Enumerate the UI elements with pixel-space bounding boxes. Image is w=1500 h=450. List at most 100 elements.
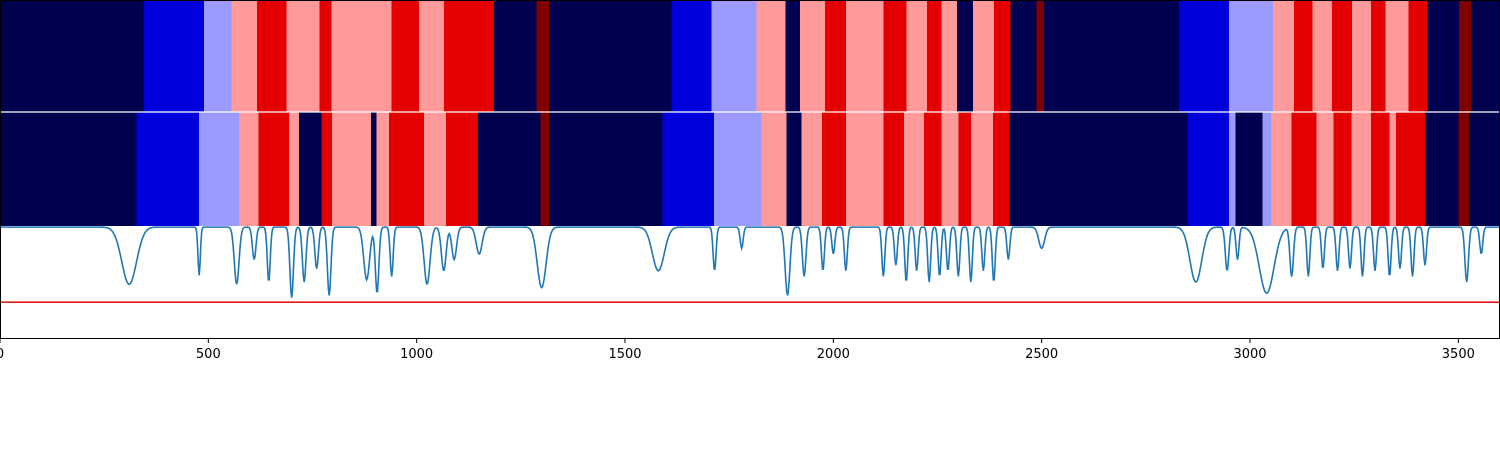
segmentation-track-bottom-segment-25 (904, 112, 925, 226)
segmentation-track-bottom-segment-38 (1316, 112, 1334, 226)
segmentation-track-bottom-segment-15 (540, 112, 550, 226)
segmentation-track-top-segment-30 (1043, 0, 1180, 112)
segmentation-track-bottom-segment-16 (548, 112, 663, 226)
segmentation-track-top-segment-2 (204, 0, 232, 112)
segmentation-track-top-segment-20 (845, 0, 884, 112)
segmentation-track-top-segment-34 (1293, 0, 1313, 112)
segmentation-track-bottom-segment-46 (1468, 112, 1500, 226)
segmentation-track-top-segment-32 (1229, 0, 1274, 112)
segmentation-track-top-segment-41 (1427, 0, 1460, 112)
segmentation-track-top-segment-40 (1408, 0, 1428, 112)
segmentation-track-top-segment-7 (331, 0, 393, 112)
x-tick-label-1000: 1000 (400, 347, 433, 362)
segmentation-track-top-segment-36 (1332, 0, 1353, 112)
segmentation-track-top-segment-16 (756, 0, 786, 112)
segmentation-track-bottom-segment-22 (822, 112, 847, 226)
x-axis: 0 500 1000 1500 2000 2500 3000 3500 (0, 338, 1475, 362)
x-tick-label-3000: 3000 (1233, 347, 1266, 362)
segmentation-track-top-segment-43 (1470, 0, 1500, 112)
segmentation-track-top-segment-31 (1179, 0, 1230, 112)
segmentation-track-bottom-segment-37 (1291, 112, 1318, 226)
segmentation-track-bottom-segment-5 (288, 112, 300, 226)
segmentation-track-top-segment-6 (319, 0, 332, 112)
segmentation-track-bottom-segment-45 (1458, 112, 1470, 226)
segmentation-track-top-segment-39 (1385, 0, 1409, 112)
segmentation-track-top-segment-24 (941, 0, 958, 112)
segmentation-track-top-segment-0 (0, 0, 145, 112)
segmentation-track-bottom-segment-28 (958, 112, 972, 226)
segmentation-track-bottom-segment-35 (1262, 112, 1272, 226)
segmentation-track-bottom-segment-2 (199, 112, 240, 226)
segmentation-track-top-segment-33 (1272, 0, 1295, 112)
signal-series-line (0, 226, 1500, 298)
segmentation-track-bottom-segment-10 (376, 112, 390, 226)
segmentation-track-bottom-segment-24 (883, 112, 905, 226)
segmentation-track-top-segment-29 (1036, 0, 1045, 112)
segmentation-track-bottom-segment-26 (923, 112, 943, 226)
segmentation-track-bottom-segment-30 (992, 112, 1010, 226)
segmentation-track-top-segment-37 (1352, 0, 1372, 112)
segmentation-track-bottom-segment-12 (423, 112, 447, 226)
segmentation-track-top-segment-3 (231, 0, 258, 112)
segmentation-track-bottom-segment-41 (1370, 112, 1390, 226)
segmentation-track-bottom-segment-11 (388, 112, 425, 226)
segmentation-track-top-segment-25 (957, 0, 974, 112)
segmentation-track-bottom-segment-9 (370, 112, 377, 226)
segmentation-track-bottom-segment-19 (761, 112, 787, 226)
x-tick-label-1500: 1500 (608, 347, 641, 362)
segmentation-track-top-segment-1 (143, 0, 205, 112)
segmentation-track-bottom-segment-29 (970, 112, 994, 226)
segmentation-track-top-segment-9 (418, 0, 445, 112)
segmentation-track-top-segment-17 (785, 0, 801, 112)
segmentation-track-bottom-segment-44 (1425, 112, 1459, 226)
x-tick-label-3500: 3500 (1442, 347, 1475, 362)
segmentation-track-top (0, 0, 1500, 112)
segmentation-track-top-segment-15 (711, 0, 758, 112)
segmentation-track-bottom-segment-23 (845, 112, 884, 226)
segmentation-track-top-segment-21 (883, 0, 907, 112)
segmentation-track-bottom-segment-3 (238, 112, 259, 226)
segmentation-track-bottom-segment-32 (1187, 112, 1230, 226)
segmentation-track-bottom-segment-34 (1235, 112, 1263, 226)
segmentation-track-bottom-segment-8 (332, 112, 372, 226)
segmentation-track-bottom-segment-42 (1389, 112, 1397, 226)
segmentation-track-bottom-segment-13 (445, 112, 479, 226)
segmentation-track-bottom-segment-40 (1351, 112, 1372, 226)
segmentation-track-top-segment-13 (548, 0, 673, 112)
segmentation-track-bottom-segment-18 (713, 112, 762, 226)
segmentation-track-top-segment-27 (993, 0, 1011, 112)
segmentation-track-bottom-segment-6 (298, 112, 323, 226)
segmentation-track-bottom-segment-17 (662, 112, 715, 226)
segmentation-track-top-segment-35 (1312, 0, 1333, 112)
segmentation-track-bottom-segment-7 (321, 112, 333, 226)
segmentation-track-top-segment-11 (493, 0, 537, 112)
segmentation-track-top-segment-4 (257, 0, 288, 112)
segmentation-track-bottom-segment-36 (1270, 112, 1293, 226)
segmentation-track-bottom (0, 112, 1500, 226)
segmentation-track-top-segment-5 (286, 0, 320, 112)
segmentation-track-top-segment-22 (906, 0, 928, 112)
segmentation-track-top-segment-19 (825, 0, 847, 112)
x-tick-label-2000: 2000 (817, 347, 850, 362)
segmentation-track-top-segment-23 (927, 0, 943, 112)
segmentation-track-bottom-segment-20 (786, 112, 802, 226)
segmentation-track-bottom-segment-39 (1333, 112, 1352, 226)
segmentation-track-top-segment-14 (671, 0, 712, 112)
x-tick-label-500: 500 (196, 347, 221, 362)
segmentation-track-bottom-segment-14 (477, 112, 541, 226)
segmentation-track-top-segment-10 (443, 0, 495, 112)
x-tick-label-0: 0 (0, 347, 4, 362)
segmentation-track-bottom-segment-33 (1229, 112, 1236, 226)
segmentation-track-bottom-segment-1 (136, 112, 200, 226)
x-tick-label-2500: 2500 (1025, 347, 1058, 362)
segmentation-track-bottom-segment-31 (1009, 112, 1188, 226)
segmentation-track-bottom-segment-21 (801, 112, 823, 226)
segmentation-track-top-segment-28 (1010, 0, 1038, 112)
segmentation-track-top-segment-8 (391, 0, 420, 112)
signal-panel (0, 226, 1500, 303)
segmentation-track-top-segment-18 (800, 0, 826, 112)
segmentation-track-top-segment-38 (1370, 0, 1386, 112)
segmentation-track-bottom-segment-0 (0, 112, 137, 226)
segmentation-track-top-segment-12 (536, 0, 550, 112)
